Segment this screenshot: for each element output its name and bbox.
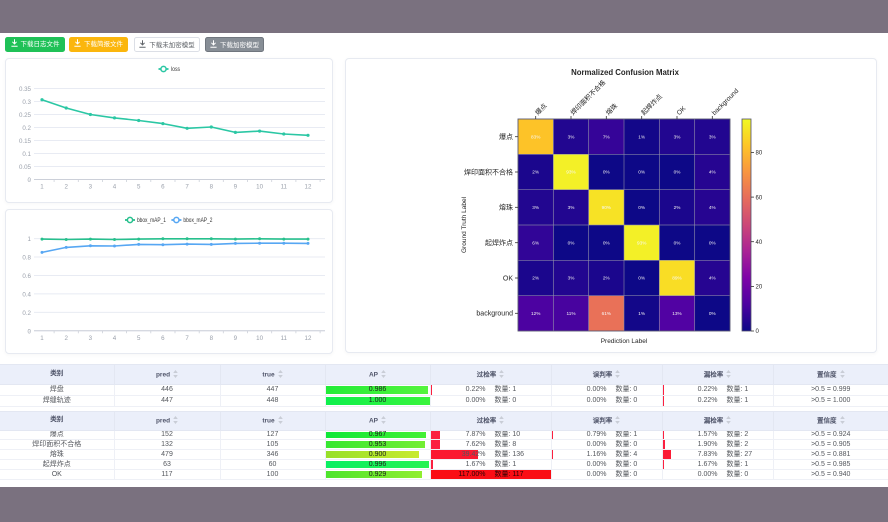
svg-text:爆点: 爆点 [499,132,513,141]
svg-text:OK: OK [503,275,513,282]
svg-text:12: 12 [305,184,312,191]
svg-text:3: 3 [89,184,93,191]
svg-text:bbox_mAP_2: bbox_mAP_2 [183,218,213,224]
svg-text:5: 5 [137,184,141,191]
svg-text:起焊炸点: 起焊炸点 [485,238,513,247]
svg-text:9: 9 [234,184,238,191]
svg-text:9: 9 [234,335,238,342]
svg-text:熔珠: 熔珠 [604,101,620,117]
svg-text:0.25: 0.25 [19,112,32,119]
svg-text:0.05: 0.05 [19,164,32,171]
svg-text:12: 12 [305,335,312,342]
svg-text:0%: 0% [603,170,610,175]
svg-text:熔珠: 熔珠 [499,203,513,212]
svg-text:6: 6 [161,184,165,191]
svg-text:Normalized Confusion Matrix: Normalized Confusion Matrix [571,68,680,77]
svg-text:8: 8 [210,335,214,342]
svg-text:10: 10 [256,335,263,342]
svg-text:0.8: 0.8 [22,255,31,262]
svg-text:7%: 7% [603,134,610,139]
svg-text:83%: 83% [531,134,540,139]
svg-text:1: 1 [40,184,44,191]
svg-text:background: background [476,311,513,318]
svg-text:11: 11 [281,184,288,191]
svg-text:4%: 4% [709,205,716,210]
svg-text:Prediction Label: Prediction Label [601,338,648,345]
svg-text:11: 11 [281,335,288,342]
svg-text:0.15: 0.15 [19,138,32,145]
svg-text:0%: 0% [603,240,610,245]
svg-text:4: 4 [113,335,117,342]
svg-text:0%: 0% [638,276,645,281]
svg-text:3%: 3% [568,134,575,139]
svg-text:2%: 2% [674,205,681,210]
svg-text:background: background [711,87,741,117]
svg-text:11%: 11% [566,311,575,316]
svg-text:4: 4 [113,184,117,191]
svg-text:OK: OK [676,105,688,117]
svg-text:1%: 1% [638,134,645,139]
svg-text:2%: 2% [603,276,610,281]
svg-text:5: 5 [137,335,141,342]
svg-text:0.3: 0.3 [22,99,31,106]
svg-text:爆点: 爆点 [533,101,549,117]
svg-text:loss: loss [171,67,180,73]
svg-text:6: 6 [161,335,165,342]
svg-text:3: 3 [89,335,93,342]
svg-text:3%: 3% [674,134,681,139]
svg-text:4%: 4% [709,170,716,175]
svg-text:1: 1 [28,236,32,243]
svg-text:4%: 4% [709,276,716,281]
svg-text:Ground Truth Label: Ground Truth Label [461,196,468,253]
svg-text:93%: 93% [566,170,575,175]
svg-text:0: 0 [756,329,760,335]
svg-text:0%: 0% [674,240,681,245]
svg-text:2%: 2% [532,170,539,175]
svg-text:60: 60 [756,195,763,201]
svg-text:0%: 0% [638,205,645,210]
svg-text:8: 8 [210,184,214,191]
svg-text:焊印面积不合格: 焊印面积不合格 [568,78,607,117]
svg-text:bbox_mAP_1: bbox_mAP_1 [137,218,167,224]
svg-text:40: 40 [756,240,763,246]
svg-text:3%: 3% [568,276,575,281]
svg-text:2: 2 [64,184,68,191]
svg-text:6%: 6% [532,240,539,245]
svg-text:89%: 89% [672,276,681,281]
svg-text:0.4: 0.4 [22,291,31,298]
svg-text:0%: 0% [674,170,681,175]
svg-text:起焊炸点: 起焊炸点 [639,92,664,117]
svg-text:0.6: 0.6 [22,273,31,280]
svg-text:7: 7 [185,335,189,342]
svg-text:2%: 2% [532,276,539,281]
svg-text:3%: 3% [532,205,539,210]
svg-text:0.35: 0.35 [19,86,32,93]
svg-text:3%: 3% [709,134,716,139]
svg-text:80: 80 [756,151,763,157]
svg-text:0.2: 0.2 [22,310,31,317]
svg-text:61%: 61% [602,311,611,316]
svg-text:2: 2 [64,335,68,342]
svg-text:0%: 0% [638,170,645,175]
svg-text:7: 7 [185,184,189,191]
svg-text:20: 20 [756,285,763,291]
svg-text:93%: 93% [637,240,646,245]
svg-text:1%: 1% [638,311,645,316]
svg-text:13%: 13% [672,311,681,316]
svg-text:0.2: 0.2 [22,125,31,132]
svg-text:12%: 12% [531,311,540,316]
svg-text:0%: 0% [709,311,716,316]
svg-text:0%: 0% [568,240,575,245]
svg-text:10: 10 [256,184,263,191]
svg-text:90%: 90% [602,205,611,210]
svg-text:0%: 0% [709,240,716,245]
svg-text:1: 1 [40,335,44,342]
svg-text:焊印面积不合格: 焊印面积不合格 [464,167,513,176]
svg-text:3%: 3% [568,205,575,210]
svg-text:0.1: 0.1 [22,151,31,158]
